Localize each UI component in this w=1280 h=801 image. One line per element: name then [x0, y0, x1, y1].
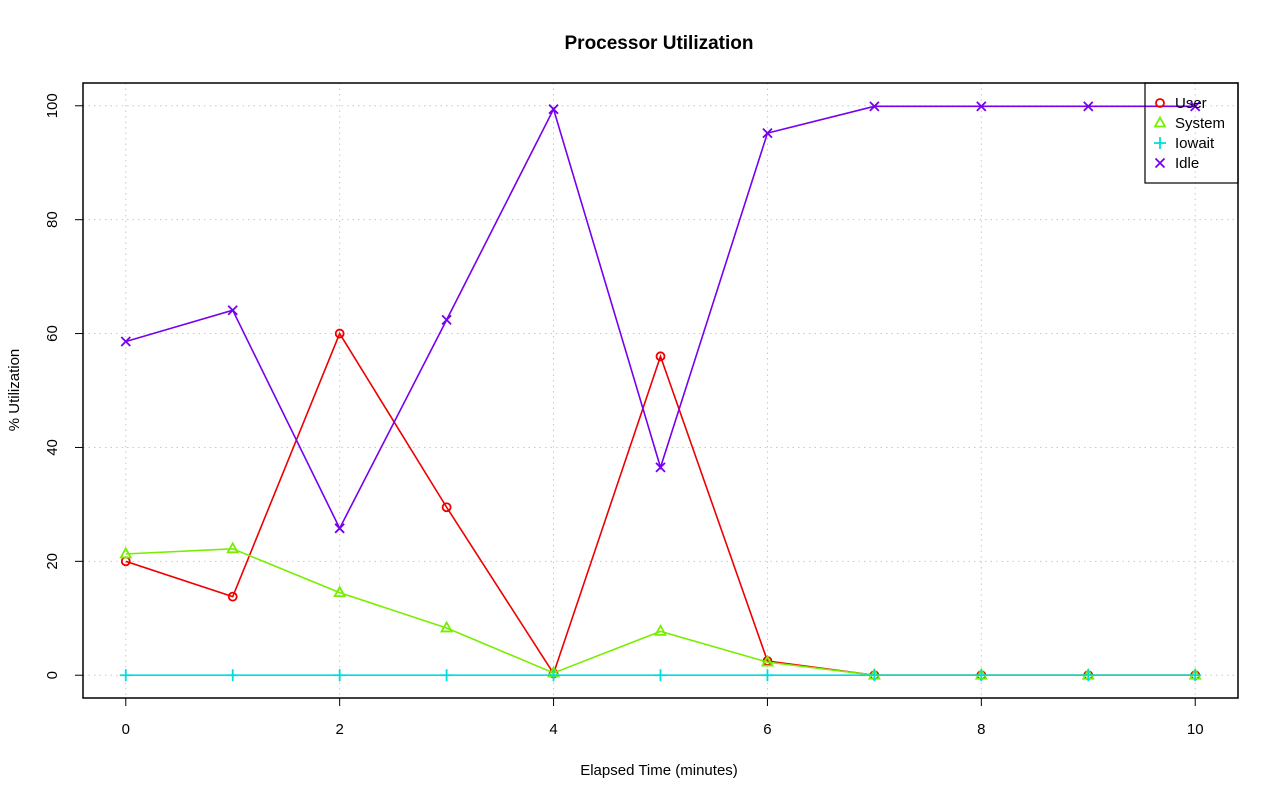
legend-label-idle: Idle — [1175, 155, 1199, 172]
x-tick-label: 2 — [335, 721, 343, 738]
y-tick-label: 40 — [44, 439, 61, 456]
data-point-system — [226, 541, 240, 554]
legend-marker-user — [1155, 98, 1165, 108]
data-point-idle — [762, 127, 773, 139]
legend-marker-system — [1153, 115, 1167, 128]
data-point-user — [441, 502, 452, 513]
x-tick-label: 0 — [122, 721, 130, 738]
legend-item-user: User — [1155, 95, 1207, 112]
legend-label-user: User — [1175, 95, 1207, 112]
x-tick-label: 4 — [549, 721, 557, 738]
data-point-system — [119, 546, 133, 559]
legend-item-idle: Idle — [1154, 155, 1199, 172]
legend-marker-iowait — [1154, 137, 1166, 149]
data-point-system — [653, 624, 668, 636]
x-axis: 0 2 4 6 8 10 — [122, 697, 1204, 738]
y-axis: 0 20 40 60 80 100 — [44, 93, 84, 679]
data-point-idle — [120, 336, 131, 347]
data-point-user — [227, 591, 238, 602]
data-point-iowait — [119, 669, 132, 682]
data-point-idle — [1190, 101, 1201, 112]
data-point-idle — [334, 523, 345, 534]
legend: User System Iowait Idle — [1144, 82, 1239, 184]
legend-box — [1144, 82, 1239, 184]
x-tick-label: 6 — [763, 721, 771, 738]
data-point-iowait — [975, 669, 988, 682]
legend-marker-idle — [1154, 157, 1166, 169]
legend-item-iowait: Iowait — [1154, 135, 1215, 152]
legend-label-system: System — [1175, 115, 1225, 132]
data-point-system — [333, 585, 347, 598]
data-point-iowait — [761, 669, 774, 682]
data-point-iowait — [868, 669, 881, 682]
series-idle — [120, 101, 1201, 534]
legend-label-iowait: Iowait — [1175, 135, 1215, 152]
data-point-iowait — [1189, 669, 1202, 682]
data-point-idle — [441, 314, 452, 326]
y-tick-label: 60 — [44, 325, 61, 342]
plot-frame — [82, 82, 1239, 699]
data-point-iowait — [1082, 669, 1095, 682]
data-point-idle — [655, 462, 666, 473]
data-point-idle — [548, 104, 559, 115]
series-group — [119, 101, 1202, 682]
y-tick-label: 100 — [44, 93, 61, 118]
x-tick-label: 10 — [1187, 721, 1204, 738]
data-point-iowait — [654, 669, 667, 682]
x-axis-label: Elapsed Time (minutes) — [580, 762, 738, 779]
data-point-user — [655, 351, 666, 362]
series-system — [119, 541, 1202, 680]
data-point-user — [334, 328, 345, 339]
y-axis-label: % Utilization — [6, 349, 23, 432]
series-line-system — [125, 547, 1196, 677]
data-point-idle — [1083, 101, 1094, 112]
data-point-system — [760, 654, 774, 667]
data-point-iowait — [333, 669, 346, 682]
data-point-iowait — [226, 669, 239, 682]
series-line-user — [125, 331, 1196, 677]
data-point-idle — [976, 101, 987, 112]
chart-title: Processor Utilization — [565, 33, 754, 54]
data-point-idle — [227, 305, 238, 316]
x-tick-label: 8 — [977, 721, 985, 738]
data-point-iowait — [440, 669, 453, 682]
legend-item-system: System — [1153, 115, 1225, 132]
grid — [83, 83, 1238, 698]
data-point-system — [440, 620, 454, 633]
series-iowait — [119, 669, 1202, 682]
data-point-idle — [869, 101, 880, 112]
data-point-iowait — [547, 669, 560, 682]
y-tick-label: 0 — [44, 671, 61, 679]
y-tick-label: 20 — [44, 553, 61, 570]
y-tick-label: 80 — [44, 211, 61, 228]
